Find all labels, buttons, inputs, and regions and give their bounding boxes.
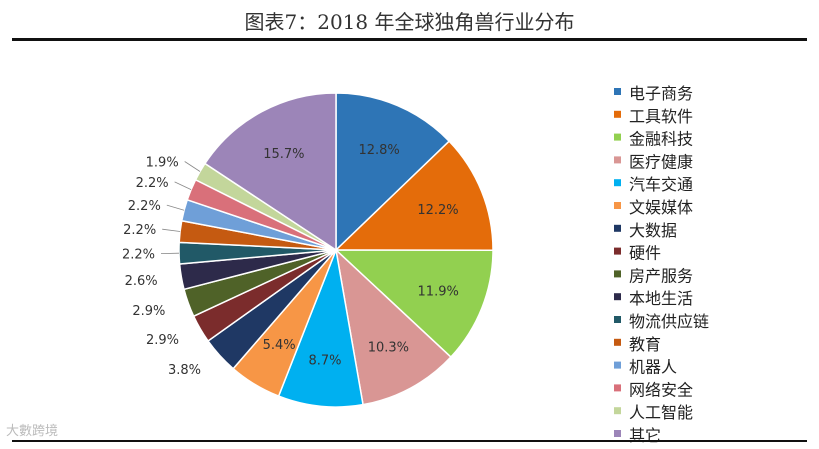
pie-slice-2 (334, 249, 494, 359)
pie-slice-3 (334, 247, 452, 406)
slice-label-5: 5.4% (263, 338, 296, 353)
legend-label-10: 物流供应链 (629, 312, 709, 331)
pie-slice-0 (335, 92, 451, 252)
chart-title: 图表7：2018 年全球独角兽行业分布 (244, 10, 575, 34)
pie-slice-1 (334, 140, 494, 252)
slice-label-10: 2.2% (122, 248, 155, 263)
slice-label-3: 10.3% (368, 341, 409, 356)
legend-swatch-12 (614, 361, 621, 369)
leader-line-12 (166, 204, 185, 211)
slice-label-15: 15.7% (263, 147, 304, 162)
legend-swatch-13 (614, 384, 621, 392)
slice-label-4: 8.7% (308, 353, 341, 368)
leader-lines (160, 161, 201, 254)
watermark: 大數跨境 (6, 424, 59, 439)
legend-label-3: 医疗健康 (629, 152, 693, 171)
legend-swatch-0 (614, 88, 621, 95)
legend-label-13: 网络安全 (629, 380, 693, 399)
legend-label-8: 房产服务 (629, 266, 693, 285)
pie-slice-4 (277, 247, 364, 408)
legend-swatch-8 (614, 270, 621, 278)
pie-slice-15 (203, 92, 337, 252)
legend-swatch-7 (614, 247, 621, 255)
legend-label-0: 电子商务 (629, 84, 693, 103)
legend-swatch-15 (614, 430, 621, 437)
legend-swatch-14 (614, 407, 621, 415)
leader-line-11 (162, 228, 181, 232)
slice-label-1: 12.2% (417, 203, 458, 218)
legend-swatch-2 (614, 133, 621, 141)
slice-label-0: 12.8% (358, 143, 399, 158)
title-rule (12, 38, 807, 41)
bottom-rule (12, 440, 807, 442)
leader-line-13 (174, 181, 192, 190)
slice-label-13: 2.2% (136, 176, 169, 191)
slice-label-14: 1.9% (146, 156, 179, 171)
legend-label-4: 汽车交通 (629, 175, 693, 194)
legend-swatch-5 (614, 202, 621, 209)
leader-line-14 (184, 161, 201, 172)
slice-label-9: 2.6% (125, 274, 158, 289)
legend-label-9: 本地生活 (629, 289, 693, 308)
slice-label-11: 2.2% (123, 223, 156, 238)
slice-label-7: 2.9% (146, 333, 179, 348)
legend-label-2: 金融科技 (629, 130, 693, 149)
legend-swatch-9 (614, 293, 621, 301)
legend-label-15: 其它 (629, 426, 661, 445)
legend-swatch-11 (614, 338, 621, 346)
legend-label-7: 硬件 (629, 244, 661, 263)
legend-swatch-10 (614, 316, 621, 323)
legend-swatch-6 (614, 224, 621, 232)
slice-label-6: 3.8% (168, 363, 201, 378)
legend-label-1: 工具软件 (629, 107, 693, 126)
legend-label-5: 文娱媒体 (629, 198, 693, 217)
pie-slices (178, 92, 494, 408)
legend-swatch-1 (614, 110, 621, 118)
slice-label-2: 11.9% (418, 284, 459, 299)
legend-swatch-4 (614, 179, 621, 187)
slice-label-8: 2.9% (132, 304, 165, 319)
slice-labels: 12.8% 12.2% 11.9% 10.3% 8.7% 5.4% 3.8% 2.9% 2.9%… (122, 143, 459, 378)
slice-label-12: 2.2% (128, 199, 161, 214)
legend-label-11: 教育 (629, 335, 661, 354)
legend: 电子商务工具软件金融科技医疗健康汽车交通文娱媒体大数据硬件房产服务本地生活物流供… (614, 84, 709, 445)
legend-swatch-3 (614, 156, 621, 164)
legend-label-14: 人工智能 (629, 403, 693, 422)
legend-label-12: 机器人 (629, 358, 677, 377)
legend-label-6: 大数据 (629, 221, 677, 240)
